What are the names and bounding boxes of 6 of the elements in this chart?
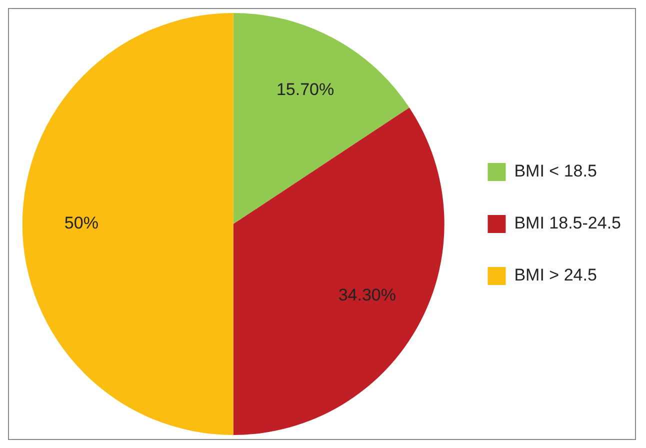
data-label: 15.70% bbox=[276, 80, 334, 99]
data-label: 50% bbox=[64, 214, 98, 233]
legend-label: BMI 18.5-24.5 bbox=[514, 214, 621, 233]
legend-label: BMI > 24.5 bbox=[514, 266, 597, 285]
data-label: 34.30% bbox=[338, 286, 396, 305]
legend-label: BMI < 18.5 bbox=[514, 162, 597, 181]
